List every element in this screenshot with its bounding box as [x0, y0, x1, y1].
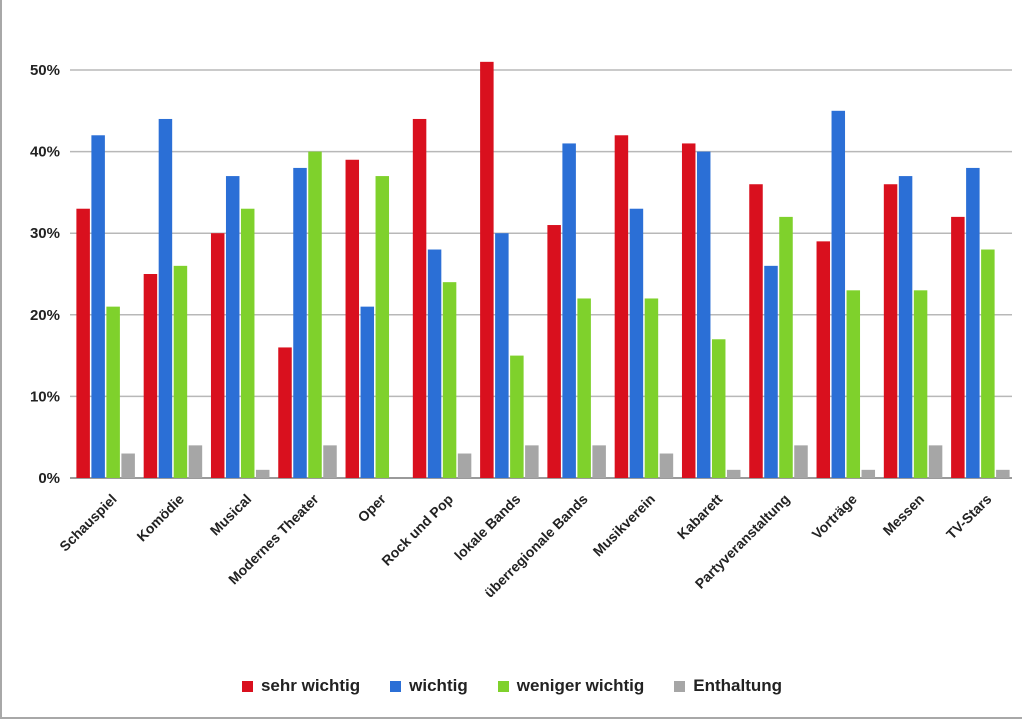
- x-tick-label: Oper: [354, 490, 389, 525]
- bar-enthaltung: [592, 445, 606, 478]
- bar-weniger-wichtig: [779, 216, 793, 478]
- x-tick-label: Kabarett: [674, 491, 726, 543]
- bar-weniger-wichtig: [711, 339, 726, 478]
- bar-sehr-wichtig: [816, 241, 831, 478]
- bar-wichtig: [225, 176, 240, 478]
- y-tick-label: 50%: [30, 62, 60, 79]
- bar-weniger-wichtig: [846, 290, 861, 478]
- bar-enthaltung: [794, 445, 808, 478]
- bar-enthaltung: [659, 453, 674, 478]
- bar-sehr-wichtig: [480, 61, 494, 479]
- bar-sehr-wichtig: [883, 184, 898, 479]
- bar-wichtig: [427, 249, 442, 478]
- legend-label: sehr wichtig: [260, 676, 361, 695]
- legend-swatch: [241, 680, 253, 692]
- bar-wichtig: [293, 167, 307, 479]
- legend-label: wichtig: [409, 676, 468, 695]
- y-tick-label: 20%: [30, 307, 60, 324]
- legend-label: weniger wichtig: [516, 676, 645, 695]
- bar-enthaltung: [188, 445, 203, 478]
- legend: sehr wichtig wichtig weniger wichtig Enthal…: [2, 676, 1022, 696]
- bar-sehr-wichtig: [76, 208, 90, 478]
- bar-enthaltung: [323, 445, 337, 478]
- bar-weniger-wichtig: [913, 290, 928, 478]
- x-tick-label: Musikverein: [590, 491, 659, 560]
- x-tick-label: Musical: [207, 491, 255, 539]
- x-tick-label: Schauspiel: [56, 491, 120, 555]
- legend-swatch: [674, 680, 686, 692]
- bar-wichtig: [91, 135, 105, 478]
- legend-item: weniger wichtig: [497, 676, 645, 696]
- bar-enthaltung: [996, 469, 1010, 478]
- bar-sehr-wichtig: [412, 118, 427, 479]
- x-tick-label: Komödie: [133, 491, 187, 545]
- bar-chart: 0% 10% 20% 30% 40% 50% Schauspiel Komödie Music…: [30, 61, 1012, 601]
- bar-weniger-wichtig: [577, 298, 591, 478]
- bar-weniger-wichtig: [308, 151, 322, 478]
- bar-sehr-wichtig: [681, 143, 696, 478]
- bar-sehr-wichtig: [614, 135, 629, 478]
- bar-sehr-wichtig: [547, 225, 561, 478]
- legend-item: wichtig: [390, 676, 468, 696]
- bar-weniger-wichtig: [173, 265, 188, 478]
- bar-enthaltung: [928, 445, 943, 478]
- bar-weniger-wichtig: [981, 249, 995, 478]
- bar-sehr-wichtig: [749, 184, 763, 479]
- bar-enthaltung: [726, 469, 741, 478]
- bar-enthaltung: [457, 453, 472, 478]
- bar-wichtig: [360, 306, 375, 478]
- bar-weniger-wichtig: [106, 306, 120, 478]
- bar-weniger-wichtig: [442, 282, 457, 478]
- x-tick-label: Vorträge: [809, 491, 860, 542]
- x-tick-label: Messen: [880, 491, 928, 539]
- bar-wichtig: [495, 233, 509, 478]
- bar-enthaltung: [255, 469, 270, 478]
- bar-wichtig: [158, 118, 173, 479]
- bar-enthaltung: [121, 453, 135, 478]
- y-axis-ticks: 0% 10% 20% 30% 40% 50%: [30, 62, 60, 487]
- bar-weniger-wichtig: [240, 208, 255, 478]
- bar-wichtig: [966, 167, 980, 479]
- y-tick-label: 40%: [30, 144, 60, 161]
- bar-sehr-wichtig: [210, 233, 225, 478]
- legend-item: Enthaltung: [674, 676, 782, 696]
- bar-wichtig: [831, 110, 846, 479]
- bar-weniger-wichtig: [644, 298, 659, 478]
- x-tick-label: TV-Stars: [943, 491, 995, 543]
- bar-wichtig: [562, 143, 576, 478]
- bar-sehr-wichtig: [143, 274, 158, 478]
- legend-swatch: [390, 680, 402, 692]
- x-tick-label: Rock und Pop: [378, 491, 456, 569]
- bar-sehr-wichtig: [951, 216, 965, 478]
- bar-sehr-wichtig: [345, 159, 360, 478]
- bar-wichtig: [764, 265, 778, 478]
- y-tick-label: 10%: [30, 388, 60, 405]
- bar-weniger-wichtig: [510, 355, 524, 478]
- bar-wichtig: [629, 208, 644, 478]
- y-tick-label: 30%: [30, 225, 60, 242]
- bar-wichtig: [898, 176, 913, 478]
- bar-sehr-wichtig: [278, 347, 292, 478]
- legend-label: Enthaltung: [693, 676, 783, 695]
- bars: [76, 61, 1010, 479]
- legend-swatch: [497, 680, 509, 692]
- y-tick-label: 0%: [38, 470, 60, 487]
- x-tick-label: lokale Bands: [451, 491, 524, 564]
- bar-enthaltung: [861, 469, 876, 478]
- legend-item: sehr wichtig: [241, 676, 361, 696]
- bar-enthaltung: [525, 445, 539, 478]
- bar-weniger-wichtig: [375, 176, 390, 478]
- bar-wichtig: [696, 151, 711, 478]
